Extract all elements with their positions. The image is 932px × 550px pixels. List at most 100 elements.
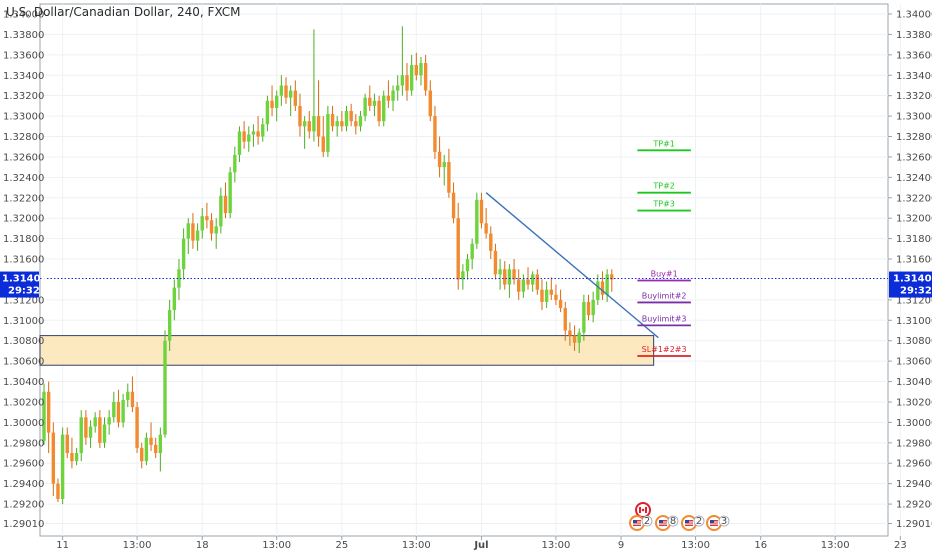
y-tick-label: 1.30800 [896,336,932,347]
event-count: 8 [670,516,676,527]
y-tick-label-left: 1.33000 [3,112,44,123]
candle-body [442,162,446,168]
candle-body [526,279,530,285]
candle [349,103,353,127]
candle-body [172,287,177,311]
candle [363,93,367,122]
candle [526,267,530,290]
candle [558,289,563,313]
bar-countdown: 29:32 [900,286,932,297]
candle [433,105,437,159]
y-tick-label: 1.29200 [896,500,932,511]
candle [586,294,591,321]
order-line: TP#3 [637,200,691,212]
y-tick-label: 1.32200 [896,193,932,204]
candle-body [79,417,83,454]
candle-body [568,330,572,336]
order-label: TP#1 [652,139,675,148]
candle-body [209,220,214,234]
trend-line [485,192,659,339]
drawings-layer: TP#1 TP#2 TP#3 Buy#1 Buylimit#2 Buylimit#3 SL#… [40,139,888,357]
candle-body [386,95,391,101]
candle [65,427,69,459]
candle [489,226,493,260]
candle-body [302,121,307,127]
candle [307,110,311,139]
candle-body [130,391,135,408]
candle-body [549,289,553,295]
candle [591,291,595,323]
candle [330,105,335,132]
candle-body [544,289,549,302]
candle [167,299,172,351]
candle [46,381,51,454]
candle [205,202,209,229]
axes-layer: 1.34000 1.34000 1.33800 1.33800 1.33600 1.336… [0,10,932,550]
candle-body [265,100,270,125]
candle-body [530,274,535,285]
y-tick-label: 1.33600 [896,50,932,61]
candle [56,478,60,503]
candle [107,410,111,435]
candle [284,77,288,104]
candle [540,279,544,311]
us-event-icon: 2 [681,515,705,531]
y-tick-label: 1.29600 [896,459,932,470]
event-count: 2 [696,516,702,527]
candle [247,126,251,152]
candle-body [144,437,149,462]
candle [396,75,400,101]
candle [191,213,195,249]
candle-body [535,274,540,290]
candle [326,105,330,157]
candle [279,75,284,106]
candle-body [186,223,190,239]
candle-body [433,116,437,152]
candle-body [116,401,121,423]
y-tick-label: 1.29400 [896,479,932,490]
x-tick-label: 13:00 [262,540,291,550]
candle [456,202,460,290]
y-tick-label-left: 1.32800 [3,132,44,143]
candle-body [256,131,260,137]
us-event-icon: 3 [706,515,730,531]
candle [572,325,577,351]
candle-body [489,233,493,251]
candle [256,116,260,145]
candle [437,136,442,178]
candle [242,121,246,149]
candle [251,124,256,147]
candle-body [507,269,512,285]
x-tick-label: Jul [473,540,488,550]
candle [544,281,549,309]
demand-zone [39,335,655,366]
candle-body [261,124,265,137]
candle-body [372,100,377,106]
candle-body [42,391,46,441]
candle-body [298,105,302,127]
y-tick-label-left: 1.29400 [3,479,44,490]
x-tick-label: 9 [618,540,624,550]
candle [358,110,363,132]
candle-body [428,90,432,117]
candle [98,410,102,448]
candle-body [330,114,335,127]
candle-body [121,399,125,423]
candle [312,29,316,142]
candle-body [470,243,474,260]
candle-body [251,131,256,135]
y-tick-label: 1.29010 [896,519,932,530]
candle-body [60,434,65,499]
candle [475,192,479,249]
candle-body [167,310,172,341]
candle [195,223,200,251]
candle [414,52,419,81]
candle-body [158,434,163,454]
x-tick-label: 23 [894,540,907,550]
y-tick-label: 1.33200 [896,91,932,102]
candle-body [377,100,381,122]
x-tick-label: 13:00 [123,540,152,550]
